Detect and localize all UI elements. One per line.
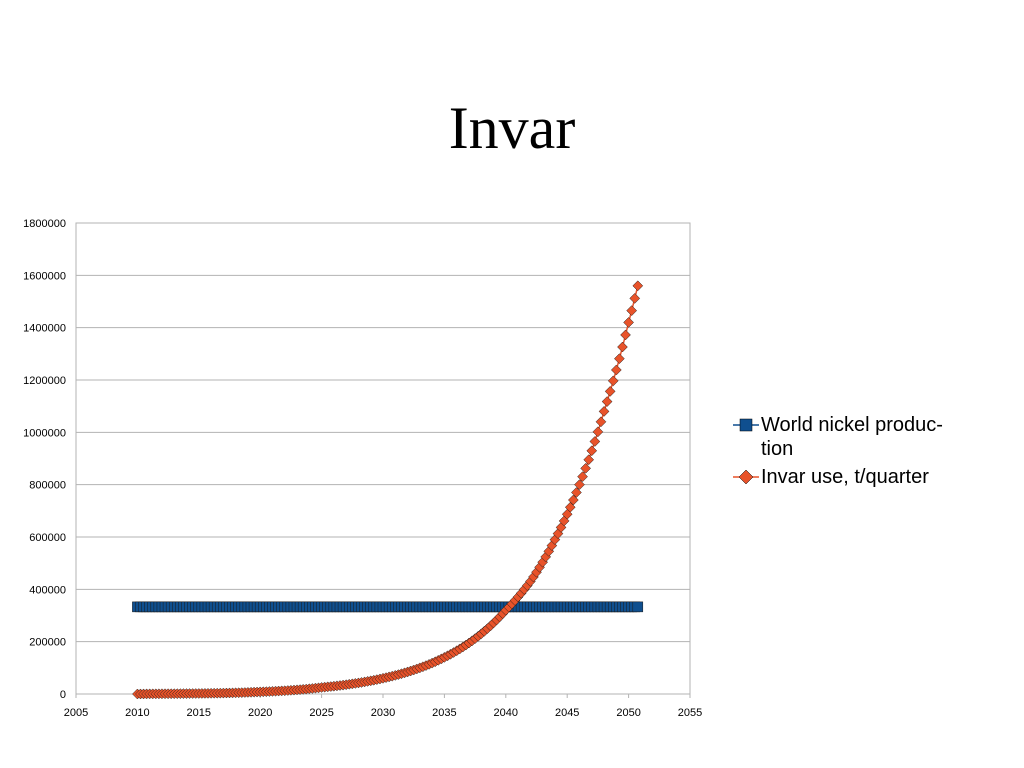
series-nickel <box>132 601 644 613</box>
data-point <box>586 445 598 457</box>
data-point <box>614 353 625 365</box>
y-tick-label: 0 <box>60 689 66 701</box>
slide-title: Invar <box>448 95 576 161</box>
data-point <box>632 280 644 292</box>
x-tick-label: 2020 <box>248 707 272 719</box>
legend-label-invar: Invar use, t/quarter <box>761 466 929 488</box>
legend-item-invar: Invar use, t/quarter <box>733 465 973 489</box>
y-tick-label: 400000 <box>29 584 66 596</box>
x-tick-label: 2035 <box>432 707 456 719</box>
x-tick-label: 2010 <box>125 707 149 719</box>
data-point <box>598 406 610 417</box>
data-point <box>626 305 638 316</box>
x-tick-label: 2055 <box>678 707 702 719</box>
data-point <box>629 293 641 304</box>
data-point <box>620 329 631 341</box>
data-point <box>607 375 619 387</box>
x-tick-label: 2005 <box>64 707 88 719</box>
y-tick-label: 1400000 <box>23 323 66 335</box>
data-point <box>632 601 644 613</box>
data-point <box>601 396 613 407</box>
y-tick-label: 1800000 <box>23 218 66 230</box>
y-tick-label: 600000 <box>29 532 66 544</box>
diamond-marker-icon <box>733 469 759 485</box>
legend-label-nickel: World nickel produc-tion <box>761 414 943 460</box>
y-tick-label: 800000 <box>29 480 66 492</box>
x-tick-label: 2030 <box>371 707 395 719</box>
data-point <box>567 494 579 506</box>
data-point <box>571 487 582 498</box>
x-tick-label: 2045 <box>555 707 579 719</box>
data-point <box>592 426 604 438</box>
y-tick-label: 1600000 <box>23 270 66 282</box>
data-point <box>623 317 634 328</box>
data-point <box>561 508 573 520</box>
series-line <box>137 285 639 695</box>
data-point <box>604 386 616 397</box>
x-tick-label: 2040 <box>494 707 518 719</box>
grid-lines <box>76 222 690 695</box>
legend-item-nickel: World nickel produc-tion <box>733 413 973 461</box>
data-point <box>589 436 601 447</box>
plot-area <box>75 222 691 695</box>
x-tick-label: 2015 <box>187 707 211 719</box>
legend: World nickel produc-tion Invar use, t/qu… <box>733 413 973 493</box>
data-point <box>617 341 628 353</box>
x-tick-label: 2025 <box>309 707 333 719</box>
data-point <box>595 416 607 428</box>
y-tick-label: 200000 <box>29 637 66 649</box>
data-point <box>577 471 588 483</box>
y-tick-label: 1200000 <box>23 375 66 387</box>
square-marker-icon <box>733 418 759 432</box>
data-point <box>574 479 585 491</box>
data-point <box>580 463 591 474</box>
x-tick-label: 2050 <box>616 707 640 719</box>
data-point <box>610 364 622 376</box>
series-invar <box>132 280 644 700</box>
data-series <box>132 280 644 700</box>
data-point <box>583 454 595 466</box>
axes: 0 200000 400000 600000 800000 1000000 1200000 1… <box>23 218 702 719</box>
y-tick-label: 1000000 <box>23 427 66 439</box>
